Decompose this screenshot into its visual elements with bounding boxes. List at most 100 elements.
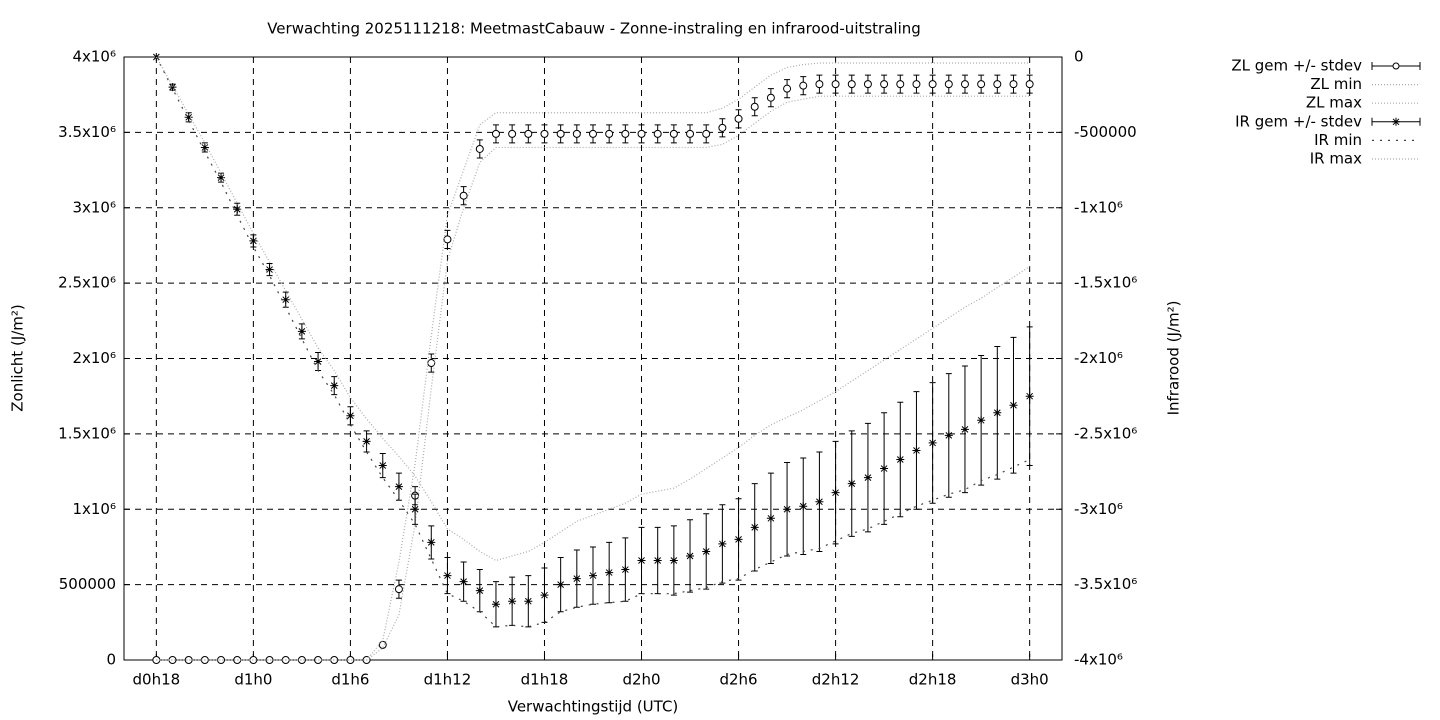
marker bbox=[831, 80, 840, 89]
chart-title: Verwachting 2025111218: MeetmastCabauw -… bbox=[267, 20, 921, 38]
marker bbox=[427, 538, 436, 547]
marker bbox=[281, 295, 290, 304]
marker bbox=[589, 129, 597, 138]
marker bbox=[621, 565, 630, 574]
marker bbox=[475, 144, 484, 153]
marker bbox=[411, 505, 420, 514]
x-tick-label: d1h18 bbox=[521, 671, 569, 689]
y-tick-label: 1x10⁶ bbox=[72, 500, 116, 518]
y2-tick-label: -2.5x10⁶ bbox=[1074, 424, 1137, 442]
marker bbox=[443, 235, 452, 244]
marker bbox=[653, 556, 662, 565]
marker bbox=[217, 173, 226, 182]
marker bbox=[394, 482, 403, 491]
marker bbox=[831, 488, 840, 497]
y2-tick-label: 0 bbox=[1074, 48, 1084, 66]
marker bbox=[783, 84, 792, 93]
legend-label: IR min bbox=[1314, 131, 1362, 149]
marker bbox=[993, 408, 1002, 417]
marker bbox=[799, 81, 808, 90]
marker bbox=[734, 114, 743, 123]
marker bbox=[524, 597, 533, 606]
marker bbox=[556, 580, 565, 589]
range-line bbox=[156, 62, 1030, 661]
marker bbox=[508, 597, 517, 606]
y-tick-label: 0 bbox=[106, 651, 116, 669]
marker bbox=[443, 571, 452, 580]
marker bbox=[394, 585, 403, 594]
marker bbox=[346, 656, 355, 664]
marker bbox=[912, 446, 921, 455]
marker bbox=[669, 129, 678, 138]
marker bbox=[686, 551, 695, 560]
marker bbox=[847, 479, 856, 488]
legend-label: ZL min bbox=[1310, 75, 1362, 93]
marker bbox=[863, 473, 872, 482]
marker bbox=[977, 416, 986, 425]
marker bbox=[896, 80, 905, 89]
y2-tick-label: -3x10⁶ bbox=[1074, 500, 1123, 518]
marker bbox=[750, 523, 759, 532]
y2-tick-label: -1.5x10⁶ bbox=[1074, 274, 1137, 292]
marker bbox=[491, 600, 500, 609]
marker bbox=[880, 80, 889, 89]
marker bbox=[378, 640, 387, 649]
y-tick-label: 4x10⁶ bbox=[72, 48, 116, 66]
y-tick-label: 2x10⁶ bbox=[72, 349, 116, 367]
marker bbox=[249, 236, 258, 245]
marker bbox=[1009, 401, 1018, 410]
marker bbox=[362, 437, 371, 446]
marker bbox=[378, 461, 387, 470]
x-axis-label: Verwachtingstijd (UTC) bbox=[508, 698, 679, 716]
y2-tick-label: -4x10⁶ bbox=[1074, 651, 1123, 669]
marker bbox=[702, 547, 711, 556]
legend-label: ZL max bbox=[1306, 94, 1362, 112]
marker bbox=[815, 497, 824, 506]
marker bbox=[524, 129, 533, 138]
marker bbox=[184, 113, 193, 122]
marker bbox=[508, 129, 517, 138]
plot-frame bbox=[123, 56, 1063, 661]
y2-tick-label: -3.5x10⁶ bbox=[1074, 575, 1137, 593]
marker bbox=[799, 502, 808, 511]
x-tick-label: d0h18 bbox=[133, 671, 181, 689]
x-tick-label: d2h6 bbox=[719, 671, 757, 689]
marker bbox=[265, 656, 274, 664]
marker bbox=[297, 656, 306, 664]
x-tick-label: d3h0 bbox=[1011, 671, 1049, 689]
marker bbox=[863, 80, 872, 89]
marker bbox=[556, 129, 565, 138]
marker bbox=[944, 431, 953, 440]
marker bbox=[880, 464, 889, 473]
marker bbox=[459, 577, 468, 586]
y-tick-label: 1.5x10⁶ bbox=[58, 424, 116, 442]
marker bbox=[960, 425, 969, 434]
marker bbox=[459, 191, 468, 200]
x-tick-label: d2h18 bbox=[909, 671, 957, 689]
y-tick-label: 2.5x10⁶ bbox=[58, 274, 116, 292]
marker bbox=[297, 327, 306, 336]
range-line bbox=[156, 95, 1030, 661]
marker bbox=[605, 568, 614, 577]
marker bbox=[912, 80, 921, 89]
legend-label: IR gem +/- stdev bbox=[1235, 112, 1362, 130]
marker bbox=[766, 514, 775, 523]
x-tick-label: d1h0 bbox=[234, 671, 272, 689]
y-tick-label: 3x10⁶ bbox=[72, 198, 116, 216]
marker bbox=[589, 571, 597, 580]
x-tick-label: d2h12 bbox=[812, 671, 860, 689]
y2-tick-label: -500000 bbox=[1074, 123, 1137, 141]
marker bbox=[330, 381, 339, 390]
marker bbox=[977, 80, 986, 89]
marker bbox=[783, 505, 792, 514]
marker bbox=[944, 80, 953, 89]
marker bbox=[637, 556, 646, 565]
y-tick-label: 3.5x10⁶ bbox=[58, 123, 116, 141]
y2-tick-label: -1x10⁶ bbox=[1074, 198, 1123, 216]
marker bbox=[702, 129, 711, 138]
marker bbox=[621, 129, 630, 138]
y-axis-label: Zonlicht (J/m²) bbox=[9, 304, 27, 412]
marker bbox=[1025, 80, 1034, 89]
marker bbox=[475, 586, 484, 595]
